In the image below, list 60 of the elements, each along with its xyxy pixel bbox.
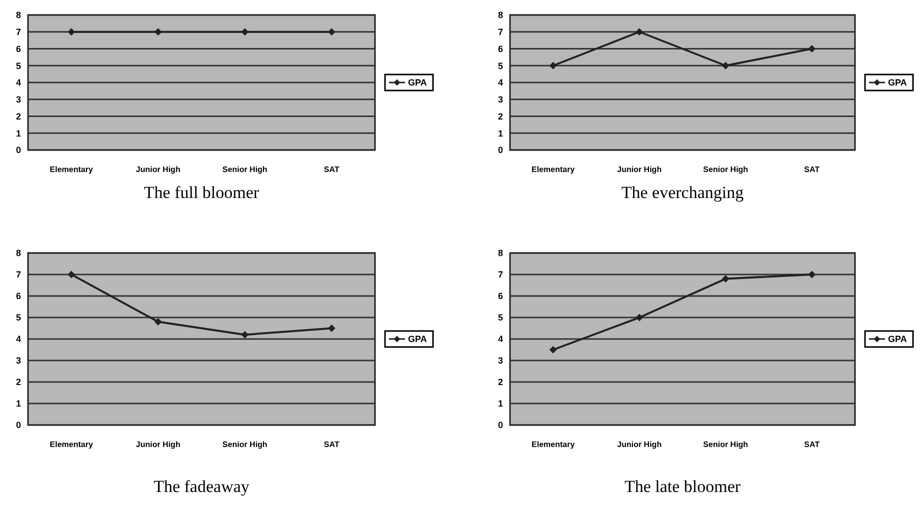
legend-label: GPA [888, 78, 908, 88]
y-tick-label: 8 [498, 10, 503, 20]
x-tick-label: Senior High [703, 165, 748, 174]
y-tick-label: 6 [498, 291, 503, 302]
legend-label: GPA [408, 78, 428, 88]
x-tick-label: Junior High [136, 440, 180, 449]
y-tick-label: 0 [498, 420, 503, 430]
y-tick-label: 5 [16, 312, 21, 323]
y-tick-label: 6 [16, 291, 21, 302]
y-tick-label: 8 [16, 10, 21, 20]
text: The late bloomer [624, 477, 741, 496]
x-tick-label: SAT [804, 165, 820, 174]
x-tick-label: Elementary [532, 440, 576, 449]
y-tick-label: 5 [498, 60, 503, 71]
x-tick-label: Elementary [532, 165, 576, 174]
y-tick-label: 6 [16, 44, 21, 54]
y-tick-label: 0 [498, 145, 503, 156]
y-tick-label: 1 [498, 128, 503, 138]
x-tick-label: Junior High [617, 440, 662, 449]
x-tick-label: SAT [324, 165, 340, 174]
y-tick-label: 5 [498, 312, 503, 323]
text: The full bloomer [144, 183, 260, 202]
x-tick-label: Elementary [50, 440, 94, 449]
legend-label: GPA [888, 334, 908, 344]
x-tick-label: SAT [804, 440, 820, 449]
y-tick-label: 2 [498, 377, 503, 388]
y-tick-label: 2 [16, 111, 21, 122]
y-tick-label: 0 [16, 420, 21, 430]
y-tick-label: 2 [16, 377, 21, 388]
legend-label: GPA [408, 334, 428, 344]
y-tick-label: 2 [498, 111, 503, 122]
x-tick-label: Junior High [136, 165, 180, 174]
y-tick-label: 6 [498, 44, 503, 54]
y-tick-label: 4 [498, 78, 503, 88]
y-tick-label: 7 [498, 27, 503, 38]
y-tick-label: 8 [16, 248, 21, 258]
y-tick-label: 1 [498, 398, 503, 409]
x-tick-label: Senior High [222, 165, 268, 174]
y-tick-label: 7 [16, 27, 21, 38]
x-tick-label: Junior High [617, 165, 662, 174]
y-tick-label: 7 [498, 270, 503, 280]
y-tick-label: 7 [16, 270, 21, 280]
y-tick-label: 0 [16, 145, 21, 156]
text: The everchanging [621, 183, 744, 202]
y-tick-label: 3 [16, 94, 21, 105]
x-tick-label: Senior High [222, 440, 268, 449]
y-tick-label: 5 [16, 60, 21, 71]
y-tick-label: 4 [16, 334, 21, 344]
y-tick-label: 4 [16, 78, 21, 88]
y-tick-label: 3 [16, 356, 21, 366]
text: The fadeaway [154, 477, 250, 496]
y-tick-label: 1 [16, 128, 21, 138]
y-tick-label: 8 [498, 248, 503, 258]
x-tick-label: SAT [324, 440, 340, 449]
y-tick-label: 3 [498, 94, 503, 105]
x-tick-label: Senior High [703, 440, 748, 449]
y-tick-label: 3 [498, 356, 503, 366]
y-tick-label: 4 [498, 334, 503, 344]
x-tick-label: Elementary [50, 165, 94, 174]
y-tick-label: 1 [16, 398, 21, 409]
